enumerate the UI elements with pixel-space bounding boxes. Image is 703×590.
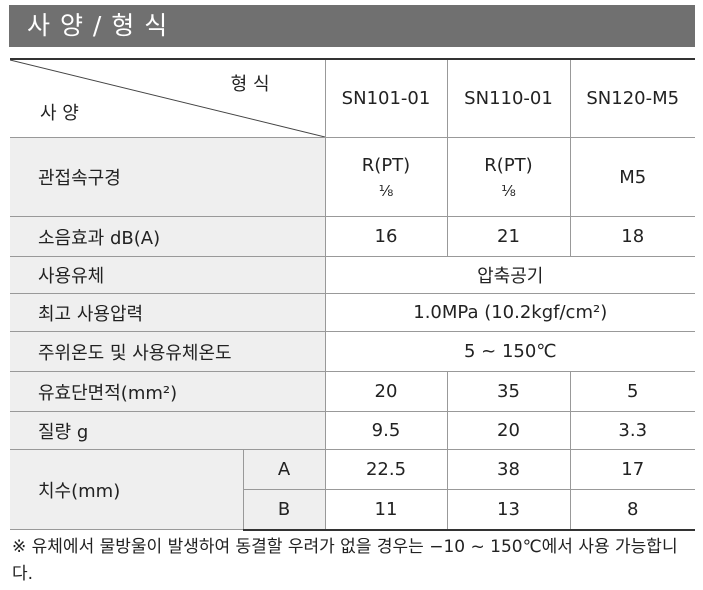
cell: 11 [324, 489, 448, 531]
cell-line: R(PT) [361, 154, 411, 176]
column-header: SN110-01 [446, 58, 571, 138]
cell: 3.3 [569, 411, 695, 450]
row-label: 유효단면적(mm²) [10, 371, 326, 412]
cell-line: R(PT) [484, 154, 533, 176]
cell: 22.5 [324, 449, 448, 490]
cell: 압축공기 [324, 256, 695, 294]
title-bar: 사 양 / 형 식 [9, 5, 695, 47]
row-label: 소음효과 dB(A) [10, 216, 326, 257]
footnote: ※ 유체에서 물방울이 발생하여 동결할 우려가 없을 경우는 −10 ~ 15… [12, 537, 678, 584]
corner-top: 형 식 [230, 74, 270, 95]
cell: 17 [569, 449, 695, 490]
corner-bottom: 사 양 [40, 103, 79, 124]
row-label: 치수(mm) [10, 449, 244, 530]
cell: 18 [569, 216, 695, 257]
column-header: SN101-01 [324, 58, 448, 138]
sub-label: A [242, 449, 326, 490]
cell: 20 [446, 411, 571, 450]
corner-cell: 형 식 사 양 [10, 58, 326, 138]
cell: 20 [324, 371, 448, 412]
cell: 16 [324, 216, 448, 257]
row: B 11 13 8 [10, 489, 695, 531]
row: 질량 g 9.5 20 3.3 [10, 411, 695, 450]
spec-table: 형 식 사 양 SN101-01 SN110-01 SN120-M5 관접속구경… [10, 58, 695, 531]
cell: 21 [446, 216, 571, 257]
cell: M5 [569, 137, 695, 217]
cell: 1.0MPa (10.2kgf/cm²) [324, 293, 695, 332]
row: 최고 사용압력 1.0MPa (10.2kgf/cm²) [10, 293, 695, 332]
cell: 5 [569, 371, 695, 412]
sub-label: B [243, 489, 326, 531]
title: 사 양 / 형 식 [27, 11, 169, 40]
header-row: 형 식 사 양 SN101-01 SN110-01 SN120-M5 [10, 58, 695, 138]
cell: 5 ~ 150℃ [324, 331, 695, 372]
cell-fraction: ⅛ [378, 181, 394, 200]
cell: 35 [446, 371, 571, 412]
row-label: 주위온도 및 사용유체온도 [10, 331, 326, 372]
cell: 8 [569, 489, 695, 531]
diagonal [10, 60, 325, 137]
cell: R(PT) ⅛ [324, 137, 448, 217]
row-label: 질량 g [10, 411, 326, 450]
row-label: 최고 사용압력 [10, 293, 326, 332]
row: 관접속구경 R(PT) ⅛ R(PT) ⅛ M5 [10, 137, 695, 217]
cell-fraction: ⅛ [501, 181, 516, 200]
row-label: 사용유체 [10, 256, 326, 294]
cell: 13 [446, 489, 571, 531]
row: 치수(mm) A 22.5 38 17 [10, 449, 695, 530]
cell: 9.5 [324, 411, 448, 450]
row: 주위온도 및 사용유체온도 5 ~ 150℃ [10, 331, 695, 372]
row: 유효단면적(mm²) 20 35 5 [10, 371, 695, 412]
row: 소음효과 dB(A) 16 21 18 [10, 216, 695, 257]
column-header: SN120-M5 [569, 58, 695, 138]
cell: R(PT) ⅛ [446, 137, 571, 217]
cell: 38 [446, 449, 571, 490]
row: 사용유체 압축공기 [10, 256, 695, 294]
row-label: 관접속구경 [10, 137, 326, 217]
